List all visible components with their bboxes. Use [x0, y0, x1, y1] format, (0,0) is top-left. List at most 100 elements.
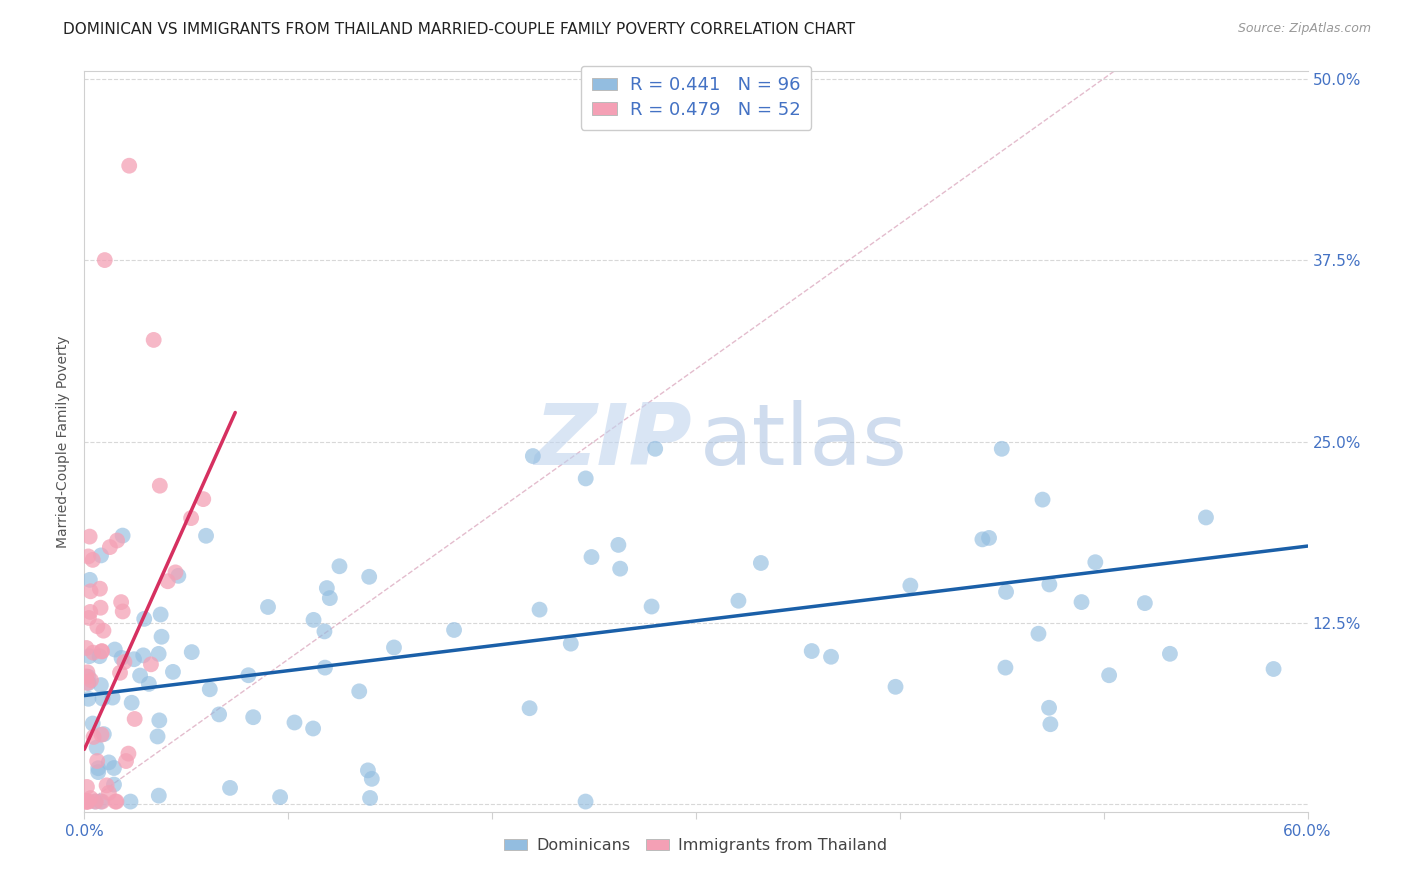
Point: [93, 727, 115, 741]
Text: atlas: atlas: [700, 400, 908, 483]
Point: [132, 648, 155, 663]
Point: [77, 611, 100, 625]
Point: [110, 595, 132, 609]
Point: [162, 665, 184, 679]
Point: [522, 449, 544, 463]
Point: [193, 492, 215, 507]
Point: [1070, 595, 1092, 609]
Point: [82, 553, 104, 567]
Point: [87, 761, 110, 775]
Point: [148, 789, 170, 803]
Point: [90, 728, 112, 742]
Point: [97, 756, 120, 770]
Point: [359, 570, 381, 584]
Point: [360, 772, 382, 786]
Point: [607, 538, 630, 552]
Point: [1159, 647, 1181, 661]
Point: [90, 644, 112, 658]
Point: [86, 740, 108, 755]
Point: [149, 479, 172, 493]
Point: [1098, 668, 1121, 682]
Point: [359, 791, 381, 805]
Point: [315, 581, 337, 595]
Point: [148, 714, 170, 728]
Point: [574, 795, 596, 809]
Point: [1133, 596, 1156, 610]
Point: [111, 528, 134, 542]
Point: [89, 582, 111, 596]
Point: [79, 573, 101, 587]
Point: [1038, 577, 1060, 591]
Point: [75, 795, 97, 809]
Point: [156, 574, 179, 589]
Point: [560, 637, 582, 651]
Point: [208, 707, 231, 722]
Point: [1039, 717, 1062, 731]
Point: [129, 668, 152, 682]
Point: [142, 333, 165, 347]
Point: [91, 691, 114, 706]
Point: [115, 754, 138, 768]
Point: [314, 660, 336, 674]
Point: [101, 690, 124, 705]
Point: [257, 599, 280, 614]
Point: [749, 556, 772, 570]
Point: [219, 780, 242, 795]
Point: [139, 657, 162, 672]
Point: [87, 765, 110, 780]
Point: [90, 644, 112, 658]
Point: [529, 602, 551, 616]
Point: [80, 673, 103, 688]
Point: [180, 645, 202, 659]
Point: [269, 790, 291, 805]
Point: [180, 511, 202, 525]
Point: [77, 795, 100, 809]
Point: [90, 600, 112, 615]
Point: [1038, 700, 1060, 714]
Point: [84, 795, 107, 809]
Point: [86, 754, 108, 768]
Point: [111, 604, 134, 618]
Point: [90, 549, 112, 563]
Point: [165, 566, 187, 580]
Point: [820, 649, 842, 664]
Point: [977, 531, 1000, 545]
Point: [644, 442, 666, 456]
Point: [112, 655, 135, 669]
Point: [110, 651, 132, 665]
Point: [1263, 662, 1285, 676]
Point: [898, 578, 921, 592]
Point: [727, 593, 749, 607]
Point: [83, 730, 105, 744]
Point: [302, 722, 325, 736]
Point: [79, 791, 101, 805]
Point: [79, 530, 101, 544]
Point: [93, 253, 115, 268]
Point: [609, 562, 631, 576]
Point: [76, 795, 98, 809]
Point: [82, 716, 104, 731]
Point: [1028, 626, 1050, 640]
Point: [77, 691, 100, 706]
Point: [347, 684, 370, 698]
Point: [103, 761, 125, 775]
Point: [995, 585, 1018, 599]
Point: [195, 529, 218, 543]
Point: [76, 665, 98, 680]
Point: [124, 712, 146, 726]
Point: [84, 795, 107, 809]
Point: [238, 668, 260, 682]
Point: [382, 640, 405, 655]
Point: [105, 795, 128, 809]
Text: DOMINICAN VS IMMIGRANTS FROM THAILAND MARRIED-COUPLE FAMILY POVERTY CORRELATION : DOMINICAN VS IMMIGRANTS FROM THAILAND MA…: [63, 22, 855, 37]
Point: [884, 680, 907, 694]
Point: [77, 670, 100, 684]
Point: [302, 613, 325, 627]
Point: [82, 646, 104, 660]
Point: [314, 624, 336, 639]
Point: [93, 624, 115, 638]
Point: [76, 676, 98, 690]
Point: [581, 549, 603, 564]
Point: [167, 569, 190, 583]
Point: [105, 533, 128, 548]
